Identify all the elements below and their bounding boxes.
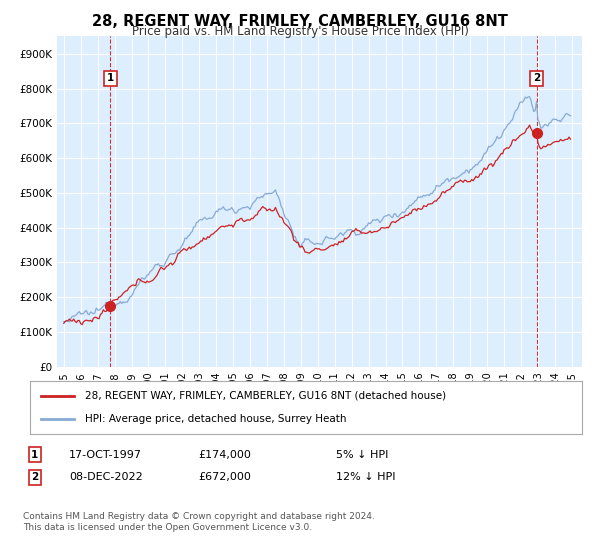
Text: 28, REGENT WAY, FRIMLEY, CAMBERLEY, GU16 8NT (detached house): 28, REGENT WAY, FRIMLEY, CAMBERLEY, GU16… bbox=[85, 391, 446, 401]
Text: 12% ↓ HPI: 12% ↓ HPI bbox=[336, 472, 395, 482]
Text: 2: 2 bbox=[533, 73, 540, 83]
Text: 5% ↓ HPI: 5% ↓ HPI bbox=[336, 450, 388, 460]
Text: HPI: Average price, detached house, Surrey Heath: HPI: Average price, detached house, Surr… bbox=[85, 414, 347, 424]
Text: 2: 2 bbox=[31, 472, 38, 482]
Text: £174,000: £174,000 bbox=[198, 450, 251, 460]
Text: Contains HM Land Registry data © Crown copyright and database right 2024.
This d: Contains HM Land Registry data © Crown c… bbox=[23, 511, 374, 533]
Text: Price paid vs. HM Land Registry's House Price Index (HPI): Price paid vs. HM Land Registry's House … bbox=[131, 25, 469, 38]
Text: 17-OCT-1997: 17-OCT-1997 bbox=[69, 450, 142, 460]
Text: 08-DEC-2022: 08-DEC-2022 bbox=[69, 472, 143, 482]
Text: 1: 1 bbox=[107, 73, 114, 83]
Text: 28, REGENT WAY, FRIMLEY, CAMBERLEY, GU16 8NT: 28, REGENT WAY, FRIMLEY, CAMBERLEY, GU16… bbox=[92, 14, 508, 29]
Text: 1: 1 bbox=[31, 450, 38, 460]
Text: £672,000: £672,000 bbox=[198, 472, 251, 482]
